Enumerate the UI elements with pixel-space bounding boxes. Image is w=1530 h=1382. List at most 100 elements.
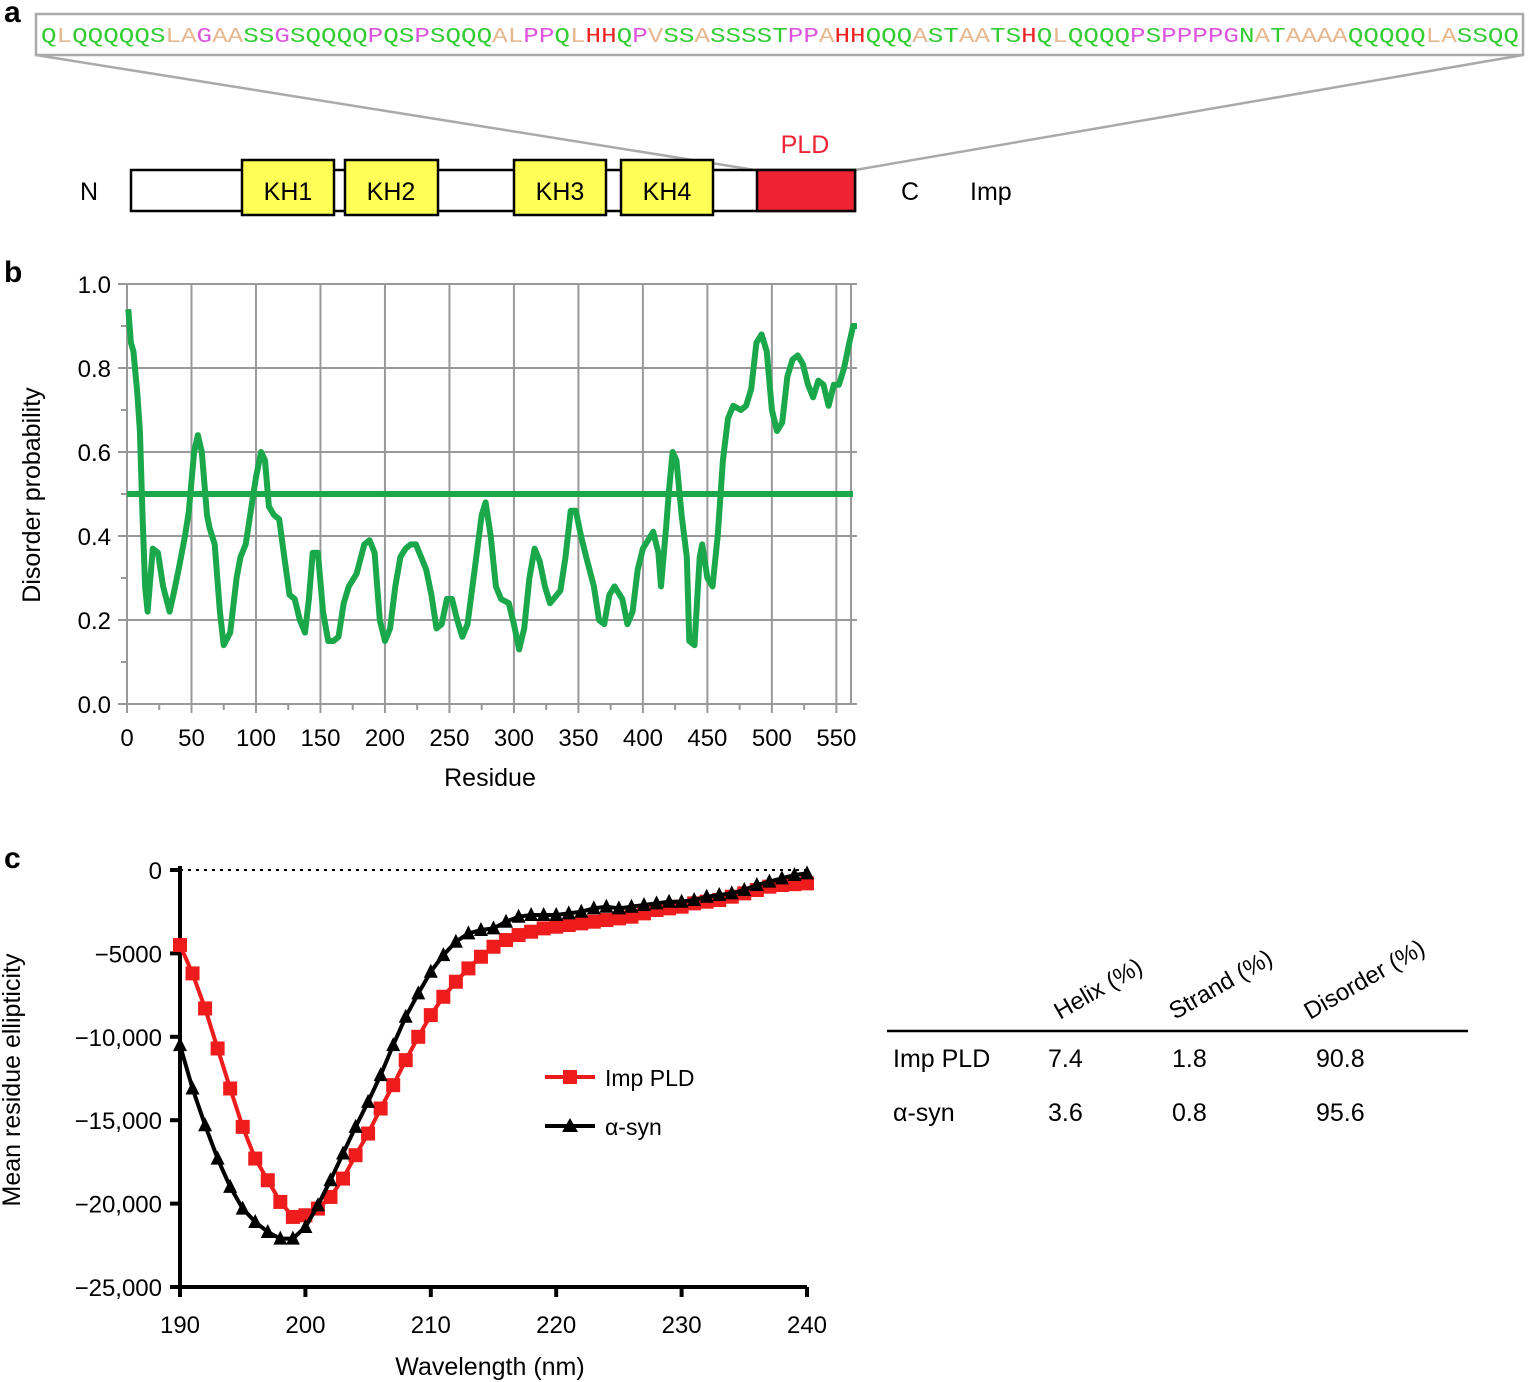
cd-point bbox=[235, 1200, 250, 1215]
sequence-run: HH bbox=[834, 26, 865, 49]
cd-point bbox=[423, 1008, 438, 1023]
sequence-run: AA bbox=[959, 26, 991, 49]
cd-point bbox=[649, 895, 664, 910]
cd-point bbox=[361, 1093, 376, 1108]
cd-point bbox=[436, 947, 451, 962]
cd-ylabel: Mean residue ellipticity bbox=[0, 953, 26, 1206]
sequence-run: Q bbox=[554, 26, 570, 49]
cd-y-tick-label: −10,000 bbox=[75, 1025, 162, 1052]
x-tick-label: 550 bbox=[816, 725, 856, 752]
cd-point bbox=[173, 1037, 187, 1052]
kh4-domain bbox=[619, 158, 715, 217]
cd-point bbox=[624, 909, 639, 924]
sequence-run: A bbox=[912, 26, 928, 49]
cd-point bbox=[486, 920, 501, 935]
cd-point bbox=[273, 1230, 288, 1245]
disorder-ylabel: Disorder probability bbox=[18, 387, 46, 603]
sequence-run: V bbox=[648, 26, 664, 49]
cd-x-tick-label: 240 bbox=[787, 1312, 827, 1339]
sequence-run: AA bbox=[212, 26, 244, 49]
legend-imp-pld-marker bbox=[563, 1070, 577, 1084]
cd-point bbox=[210, 1041, 225, 1056]
cd-y-tick-label: −15,000 bbox=[75, 1108, 162, 1135]
x-tick-label: 500 bbox=[752, 725, 792, 752]
cd-y-tick-label: −5000 bbox=[95, 941, 162, 968]
cd-point bbox=[373, 1101, 388, 1116]
cd-point bbox=[248, 1151, 263, 1166]
cd-point bbox=[737, 882, 752, 897]
cd-point bbox=[411, 985, 426, 1000]
sequence-run: G bbox=[274, 26, 290, 49]
sequence-run: SSSST bbox=[710, 26, 788, 49]
cd-point bbox=[574, 903, 589, 918]
panel-c-label: c bbox=[4, 842, 21, 875]
cd-point bbox=[235, 1119, 250, 1134]
sequence-run: QQQQ bbox=[1068, 26, 1130, 49]
cd-point bbox=[386, 1078, 401, 1093]
sequence-run: L bbox=[570, 26, 586, 49]
cd-point bbox=[185, 1080, 200, 1095]
cd-x-tick-label: 230 bbox=[662, 1312, 702, 1339]
sequence-run: Q bbox=[41, 26, 57, 49]
sequence-run: PPPP bbox=[1161, 26, 1223, 49]
cd-point bbox=[549, 907, 564, 922]
sequence-run: Q bbox=[1037, 26, 1053, 49]
cd-point bbox=[386, 1037, 401, 1052]
sequence-run: AL bbox=[492, 26, 523, 49]
legend-imp-pld-label: Imp PLD bbox=[605, 1065, 694, 1091]
cd-point bbox=[173, 938, 187, 953]
cd-point bbox=[574, 916, 589, 931]
cd-y-tick-label: −20,000 bbox=[75, 1192, 162, 1219]
y-tick-label: 0.2 bbox=[78, 608, 111, 635]
secondary-structure-table: Helix (%) Strand (%) Disorder (%) Imp PL… bbox=[887, 934, 1468, 1127]
n-terminus-label: N bbox=[80, 178, 98, 206]
sequence-run: P bbox=[368, 26, 384, 49]
table-header-disorder: Disorder (%) bbox=[1300, 934, 1430, 1025]
cd-point bbox=[674, 893, 689, 908]
disorder-axes: 0 50 100 150 200 250 300 350 400 450 500 550 0.0 0.2 0… bbox=[78, 272, 857, 752]
cd-point bbox=[536, 907, 551, 922]
sequence-run: P bbox=[632, 26, 648, 49]
sequence-run: QQQQQS bbox=[72, 26, 165, 49]
cd-point bbox=[210, 1150, 225, 1165]
cd-point bbox=[260, 1223, 275, 1238]
kh2-label: KH2 bbox=[367, 178, 416, 206]
cd-point bbox=[198, 1117, 213, 1132]
cd-series-asyn bbox=[173, 865, 814, 1245]
kh3-domain bbox=[512, 158, 608, 217]
cd-x-tick-label: 210 bbox=[411, 1312, 451, 1339]
sequence-run: A bbox=[819, 26, 835, 49]
panel-a-label: a bbox=[4, 0, 21, 29]
cd-point bbox=[248, 1213, 263, 1228]
cd-point bbox=[800, 876, 814, 891]
sequence-run: G bbox=[197, 26, 213, 49]
cd-legend: Imp PLD α-syn bbox=[545, 1065, 694, 1140]
table-row-imp-pld-name: Imp PLD bbox=[893, 1045, 990, 1073]
sequence-run: L bbox=[1052, 26, 1068, 49]
cd-point bbox=[687, 892, 702, 907]
x-tick-label: 200 bbox=[365, 725, 405, 752]
x-tick-label: 0 bbox=[120, 725, 133, 752]
cd-point bbox=[749, 877, 764, 892]
sequence-run: SS bbox=[663, 26, 694, 49]
pld-sequence: Q L QQQQQS LA G AA SS G SQQQQ P QS P SQQQ AL PP Q L HH Q P V… bbox=[41, 26, 1519, 49]
x-tick-label: 400 bbox=[623, 725, 663, 752]
x-tick-label: 50 bbox=[178, 725, 205, 752]
sequence-run: H bbox=[1021, 26, 1037, 49]
panel-b-label: b bbox=[4, 256, 22, 289]
x-tick-label: 450 bbox=[687, 725, 727, 752]
zoom-line-left bbox=[35, 53, 756, 172]
y-tick-label: 0.8 bbox=[78, 356, 111, 383]
cd-point bbox=[524, 907, 539, 922]
x-tick-label: 100 bbox=[236, 725, 276, 752]
cd-point bbox=[298, 1218, 313, 1233]
table-cell-imp-pld-disorder: 90.8 bbox=[1316, 1045, 1365, 1073]
cd-point bbox=[499, 913, 514, 928]
sequence-run: Q bbox=[617, 26, 633, 49]
cd-point bbox=[774, 870, 789, 885]
cd-point bbox=[223, 1081, 238, 1096]
table-cell-asyn-disorder: 95.6 bbox=[1316, 1099, 1365, 1127]
sequence-run: LA bbox=[165, 26, 197, 49]
sequence-run: L bbox=[57, 26, 73, 49]
